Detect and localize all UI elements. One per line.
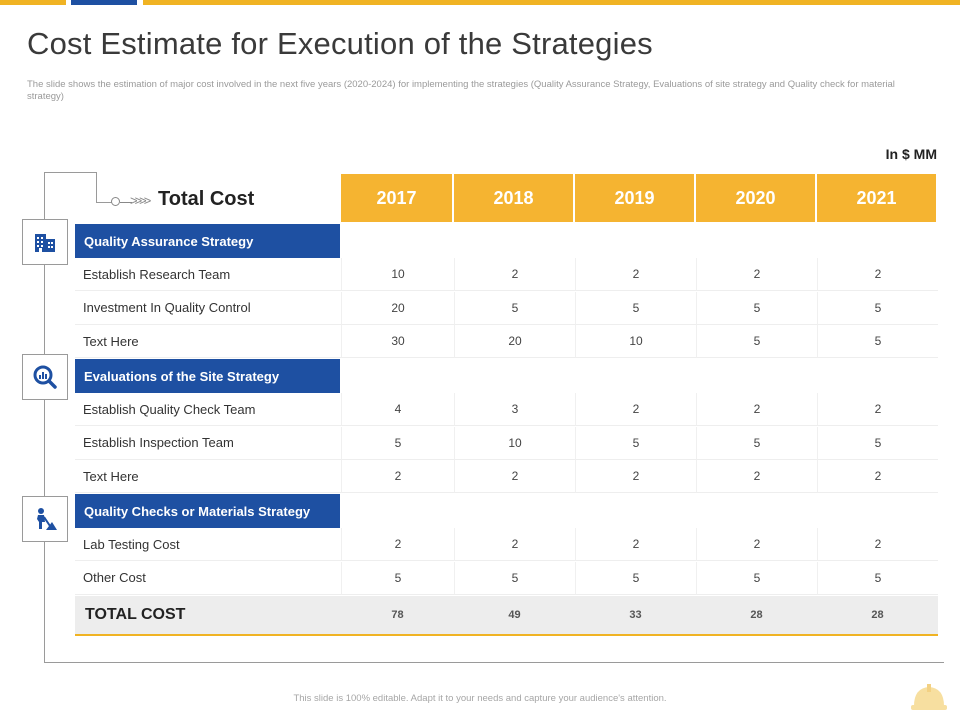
cell-value-2017: 4 (341, 393, 454, 426)
table-row: Other Cost 5 5 5 5 5 (75, 561, 938, 595)
cell-value-2017: 5 (341, 561, 454, 595)
cell-value-2018: 3 (454, 393, 575, 426)
connector-line (120, 202, 132, 203)
year-header-3: 2020 (696, 174, 817, 222)
cell-value-2020: 2 (696, 393, 817, 426)
year-header-1: 2018 (454, 174, 575, 222)
row-label: Establish Inspection Team (75, 427, 341, 460)
total-value-2018: 49 (508, 609, 521, 621)
row-label: Other Cost (75, 562, 341, 595)
cell-value-2020: 5 (696, 291, 817, 325)
timeline-frame-top (44, 172, 96, 173)
row-label: Text Here (75, 325, 341, 358)
cell-value-2020: 2 (696, 460, 817, 493)
row-label: Investment In Quality Control (75, 292, 341, 325)
cell-value-2018: 5 (454, 561, 575, 595)
table-row: Text Here 30 20 10 5 5 (75, 325, 938, 358)
row-label: Text Here (75, 460, 341, 493)
cell-value-2018: 10 (454, 426, 575, 460)
cell-value-2018: 2 (454, 258, 575, 291)
cell-value-2021: 5 (817, 561, 938, 595)
total-cost-label: TOTAL COST (85, 606, 186, 623)
year-header-row: 2017 2018 2019 2020 2021 (341, 174, 938, 222)
cell-value-2019: 10 (575, 325, 696, 358)
cell-value-2019: 2 (575, 528, 696, 561)
chevron-arrows-icon: >>>> (130, 193, 151, 208)
building-icon (22, 219, 68, 265)
total-value-2019: 33 (629, 609, 642, 621)
cell-value-2019: 2 (575, 393, 696, 426)
cell-value-2018: 20 (454, 325, 575, 358)
row-label: Establish Research Team (75, 258, 341, 291)
slide-subtitle: The slide shows the estimation of major … (27, 79, 895, 102)
construction-worker-icon (22, 496, 68, 542)
cell-value-2020: 5 (696, 325, 817, 358)
row-label: Lab Testing Cost (75, 528, 341, 561)
top-accent-bar-middle (71, 0, 137, 5)
cell-value-2019: 5 (575, 291, 696, 325)
connector-dot (111, 197, 120, 206)
cell-value-2019: 2 (575, 460, 696, 493)
total-value-2020: 28 (750, 609, 763, 621)
timeline-frame-hook (96, 172, 97, 202)
cell-value-2020: 5 (696, 426, 817, 460)
magnifier-chart-icon (22, 354, 68, 400)
top-accent-bar-left (0, 0, 66, 5)
timeline-frame-hook-horizontal (96, 202, 112, 203)
total-value-2017: 78 (391, 609, 404, 621)
cell-value-2020: 2 (696, 258, 817, 291)
year-header-4: 2021 (817, 174, 938, 222)
table-row: Lab Testing Cost 2 2 2 2 2 (75, 528, 938, 561)
section-header-1: Evaluations of the Site Strategy (75, 359, 340, 393)
cell-value-2021: 2 (817, 258, 938, 291)
total-cost-heading: Total Cost (158, 188, 255, 210)
row-label: Establish Quality Check Team (75, 393, 341, 426)
cell-value-2017: 20 (341, 291, 454, 325)
cell-value-2021: 5 (817, 325, 938, 358)
cell-value-2017: 30 (341, 325, 454, 358)
cell-value-2017: 2 (341, 460, 454, 493)
cell-value-2019: 5 (575, 426, 696, 460)
section-header-2: Quality Checks or Materials Strategy (75, 494, 340, 528)
cell-value-2021: 5 (817, 426, 938, 460)
cell-value-2021: 2 (817, 528, 938, 561)
unit-label: In $ MM (885, 146, 937, 162)
table-row: Establish Inspection Team 5 10 5 5 5 (75, 426, 938, 460)
cell-value-2020: 5 (696, 561, 817, 595)
table-row: Investment In Quality Control 20 5 5 5 5 (75, 291, 938, 325)
cell-value-2021: 5 (817, 291, 938, 325)
slide-title: Cost Estimate for Execution of the Strat… (27, 26, 653, 61)
timeline-frame-vertical (44, 172, 45, 662)
cell-value-2021: 2 (817, 393, 938, 426)
timeline-frame-bottom (44, 662, 944, 663)
cell-value-2017: 5 (341, 426, 454, 460)
cell-value-2017: 10 (341, 258, 454, 291)
table-row: Establish Research Team 10 2 2 2 2 (75, 258, 938, 291)
cell-value-2020: 2 (696, 528, 817, 561)
cell-value-2018: 2 (454, 460, 575, 493)
table-row: Text Here 2 2 2 2 2 (75, 460, 938, 493)
cell-value-2017: 2 (341, 528, 454, 561)
cell-value-2021: 2 (817, 460, 938, 493)
year-header-0: 2017 (341, 174, 454, 222)
top-accent-bar-right (143, 0, 960, 5)
total-cost-row: TOTAL COST 78 49 33 28 28 (75, 596, 938, 636)
cell-value-2018: 2 (454, 528, 575, 561)
section-header-0: Quality Assurance Strategy (75, 224, 340, 258)
footer-note: This slide is 100% editable. Adapt it to… (293, 693, 667, 704)
cell-value-2019: 5 (575, 561, 696, 595)
hard-hat-logo-icon (911, 684, 947, 710)
year-header-2: 2019 (575, 174, 696, 222)
total-value-2021: 28 (871, 609, 884, 621)
cell-value-2018: 5 (454, 291, 575, 325)
cell-value-2019: 2 (575, 258, 696, 291)
table-row: Establish Quality Check Team 4 3 2 2 2 (75, 393, 938, 426)
